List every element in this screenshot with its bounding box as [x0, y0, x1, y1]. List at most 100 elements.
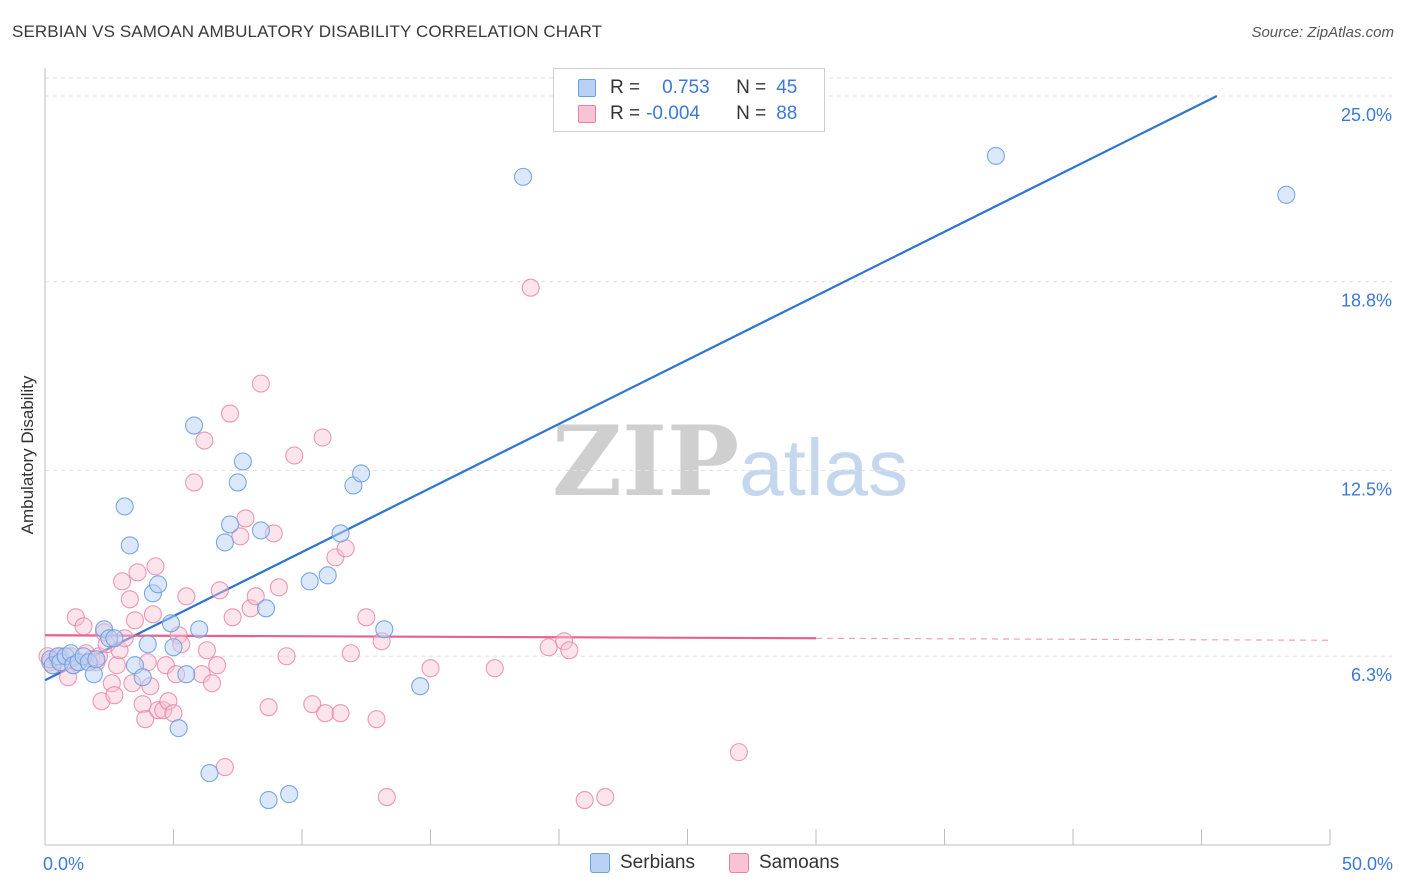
- samoan-trend-extension: [815, 637, 1331, 641]
- samoan-point: [336, 539, 355, 558]
- samoan-point: [729, 743, 748, 762]
- serbian-point: [149, 575, 168, 594]
- serbian-point: [161, 614, 180, 633]
- data-points: [38, 146, 1296, 810]
- serbian-point: [220, 515, 240, 534]
- samoan-point: [560, 641, 579, 660]
- samoan-point: [331, 704, 350, 723]
- serbian-point: [185, 416, 204, 435]
- serbian-point: [177, 665, 196, 684]
- serbian-point: [259, 791, 278, 810]
- samoan-swatch: [729, 853, 749, 873]
- samoan-point: [231, 527, 250, 546]
- x-tick-label: 50.0%: [1342, 854, 1393, 874]
- legend-n-value: 88: [776, 103, 798, 124]
- serbian-point: [115, 497, 134, 516]
- samoan-point: [575, 791, 594, 810]
- samoan-point: [120, 590, 139, 609]
- samoan-point: [269, 578, 288, 597]
- samoan-point: [539, 638, 558, 657]
- legend-item-samoans[interactable]: Samoans: [729, 852, 839, 874]
- source-credit: Source: ZipAtlas.com: [1251, 24, 1394, 41]
- legend-r-label: R =: [610, 103, 641, 124]
- serbian-point: [233, 452, 252, 471]
- samoan-point: [105, 686, 124, 705]
- samoan-point: [215, 758, 234, 777]
- samoan-point: [246, 587, 265, 606]
- serbian-trend-line: [44, 94, 1218, 682]
- samoan-point: [220, 404, 240, 423]
- serbian-point: [256, 599, 276, 618]
- samoan-point: [341, 644, 360, 663]
- samoan-point: [367, 710, 386, 729]
- serbian-point: [1277, 185, 1296, 204]
- legend-r-label: R =: [610, 77, 641, 98]
- serbian-point: [87, 650, 106, 669]
- legend-row-serbians: R = 0.753 N = 45: [578, 76, 797, 100]
- serbian-point: [228, 473, 247, 492]
- samoan-swatch: [578, 105, 596, 123]
- samoan-point: [156, 656, 175, 675]
- samoan-point: [185, 473, 204, 492]
- legend-row-samoans: R = -0.004 N = 88: [578, 102, 797, 126]
- samoan-point: [133, 695, 152, 714]
- samoan-point: [223, 608, 242, 627]
- legend-item-serbians[interactable]: Serbians: [590, 852, 695, 874]
- serbian-swatch: [590, 853, 610, 873]
- y-tick-label: 18.8%: [1341, 291, 1392, 311]
- samoan-point: [113, 572, 132, 591]
- samoan-point: [154, 701, 173, 720]
- correlation-legend: R = 0.753 N = 45 R = -0.004 N = 88: [553, 68, 825, 132]
- samoan-point: [195, 431, 214, 450]
- serbian-point: [164, 638, 183, 657]
- serbian-point: [411, 677, 430, 696]
- samoan-point: [326, 548, 345, 567]
- serbian-point: [513, 167, 533, 186]
- samoan-point: [421, 659, 440, 678]
- x-tick-label: 0.0%: [43, 854, 84, 874]
- samoan-point: [107, 656, 127, 675]
- watermark-zip: ZIP: [552, 405, 740, 518]
- samoan-point: [596, 788, 615, 807]
- samoan-point: [164, 704, 183, 723]
- samoan-point: [316, 704, 335, 723]
- samoan-point: [143, 605, 162, 624]
- samoan-point: [555, 632, 574, 651]
- samoan-point: [208, 656, 227, 675]
- legend-label-samoans: Samoans: [759, 852, 840, 873]
- watermark: ZIPatlas: [552, 405, 908, 518]
- samoan-point: [197, 641, 216, 660]
- y-tick-label: 6.3%: [1351, 665, 1392, 685]
- serbian-point: [375, 620, 394, 639]
- samoan-point: [177, 587, 196, 606]
- samoan-point: [313, 428, 332, 447]
- serbian-swatch: [578, 79, 596, 97]
- serbian-point: [331, 524, 350, 543]
- series-legend: Serbians Samoans: [590, 852, 873, 874]
- samoan-point: [74, 617, 93, 636]
- samoan-point: [357, 608, 376, 627]
- y-tick-label: 25.0%: [1341, 105, 1392, 125]
- samoan-point: [259, 698, 278, 717]
- grid-lines: [45, 77, 1392, 657]
- samoan-point: [146, 557, 165, 576]
- samoan-point: [128, 563, 147, 582]
- serbian-point: [200, 764, 219, 783]
- samoan-point: [377, 788, 396, 807]
- chart-title: SERBIAN VS SAMOAN AMBULATORY DISABILITY …: [12, 22, 603, 41]
- serbian-point: [190, 620, 209, 639]
- serbian-point: [169, 719, 188, 738]
- serbian-point: [133, 668, 152, 687]
- serbian-point: [352, 464, 371, 483]
- samoan-point: [485, 659, 504, 678]
- serbian-point: [300, 572, 319, 591]
- legend-n-label: N =: [736, 77, 767, 98]
- samoan-trend-line: [44, 634, 817, 640]
- serbian-point: [318, 566, 337, 585]
- serbian-point: [105, 629, 124, 648]
- samoan-point: [303, 695, 322, 714]
- legend-r-value: 0.753: [662, 77, 710, 98]
- tick-labels: 6.3% 12.5% 18.8% 25.0% 0.0% 50.0%: [43, 105, 1393, 874]
- samoan-point: [203, 674, 222, 693]
